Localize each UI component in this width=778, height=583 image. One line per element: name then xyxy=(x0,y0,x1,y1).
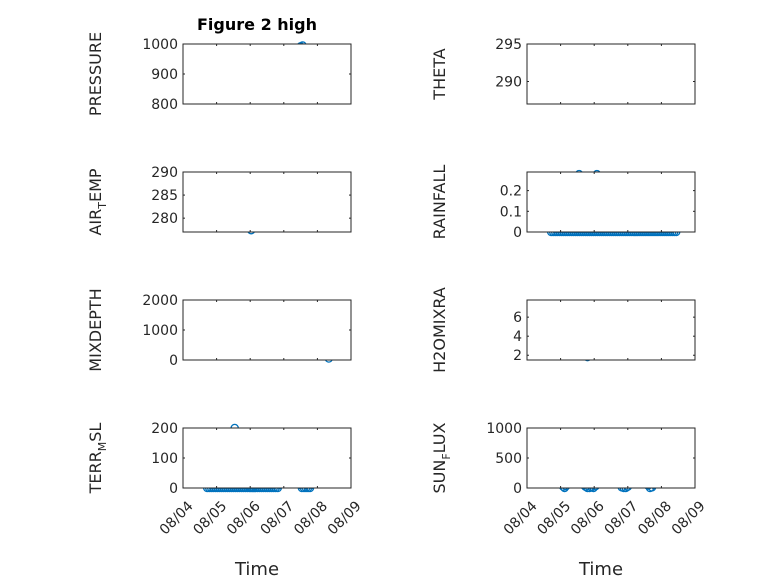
y-axis-label-main: MIXDEPTH xyxy=(86,288,105,371)
subplot-pressure: 800 900 1000 PRESSURE xyxy=(86,32,352,116)
y-tick-label: 0 xyxy=(513,225,522,241)
y-tick-label: 295 xyxy=(495,37,522,53)
y-axis-label-theta: THETA xyxy=(430,48,449,100)
subplot-mixdepth: 0 1000 2000 MIXDEPTH xyxy=(86,288,352,372)
axes-frame xyxy=(526,171,696,233)
subplot-h2omixra: 2 4 6 H2OMIXRA xyxy=(430,287,696,373)
y-axis-label-mixdepth: MIXDEPTH xyxy=(86,288,105,371)
y-tick-label: 0 xyxy=(169,481,178,497)
y-axis-label-main: RAINFALL xyxy=(430,165,449,240)
y-tick-label: 2000 xyxy=(142,293,178,309)
y-tick-label: 1000 xyxy=(142,37,178,53)
y-axis-label-subscript: T xyxy=(96,202,109,210)
y-axis-label-main: AIR xyxy=(86,209,105,236)
axes-frame xyxy=(182,171,352,233)
y-tick-label: 1000 xyxy=(142,323,178,339)
y-tick-label: 2 xyxy=(513,348,522,364)
y-tick-label: 285 xyxy=(151,188,178,204)
y-tick-label: 100 xyxy=(151,451,178,467)
y-tick-label: 4 xyxy=(513,329,522,345)
y-tick-label: 200 xyxy=(151,421,178,437)
y-tick-label: 900 xyxy=(151,67,178,83)
y-tick-label: 290 xyxy=(151,165,178,181)
y-axis-label-subscript: F xyxy=(440,453,453,459)
y-tick-label: 6 xyxy=(513,310,522,326)
y-axis-label-main: H2OMIXRA xyxy=(430,287,449,373)
axes-frame xyxy=(526,299,696,361)
y-axis-label-sun_flux: SUNFLUX xyxy=(430,422,453,493)
y-axis-label-tail: LUX xyxy=(430,422,449,453)
y-tick-label: 290 xyxy=(495,75,522,91)
y-axis-label-pressure: PRESSURE xyxy=(86,32,105,116)
y-axis-label-air_temp: AIRTEMP xyxy=(86,168,109,235)
y-axis-label-subscript: M xyxy=(96,442,109,452)
y-axis-label-h2omixra: H2OMIXRA xyxy=(430,287,449,373)
axes-frame xyxy=(182,43,352,105)
y-tick-label: 0 xyxy=(513,481,522,497)
y-axis-label-terr_msl: TERRMSL xyxy=(86,423,109,495)
y-tick-label: 800 xyxy=(151,97,178,113)
y-tick-label: 0.2 xyxy=(500,184,522,200)
subplot-rainfall: 0 0.1 0.2 RAINFALL xyxy=(430,165,696,241)
y-tick-label: 1000 xyxy=(486,421,522,437)
axes-frame xyxy=(182,299,352,361)
y-axis-label-tail: EMP xyxy=(86,168,105,202)
y-axis-label-main: THETA xyxy=(430,48,449,100)
y-axis-label-tail: SL xyxy=(86,423,105,442)
subplot-air_temp: 280 285 290 AIRTEMP xyxy=(86,165,352,236)
y-axis-label-main: PRESSURE xyxy=(86,32,105,116)
y-axis-label-main: SUN xyxy=(430,460,449,494)
axes-frame xyxy=(526,427,696,489)
axes-frame xyxy=(182,427,352,489)
y-axis-label-main: TERR xyxy=(86,451,105,494)
y-tick-label: 500 xyxy=(495,451,522,467)
x-axis-label-right: Time xyxy=(578,559,623,580)
y-tick-label: 0.1 xyxy=(500,204,522,220)
figure-title: Figure 2 high xyxy=(197,15,317,34)
subplot-theta: 290 295 THETA xyxy=(430,37,696,105)
y-tick-label: 0 xyxy=(169,353,178,369)
x-axis-label-left: Time xyxy=(234,559,279,580)
axes-frame xyxy=(526,43,696,105)
y-tick-label: 280 xyxy=(151,211,178,227)
y-axis-label-rainfall: RAINFALL xyxy=(430,165,449,240)
